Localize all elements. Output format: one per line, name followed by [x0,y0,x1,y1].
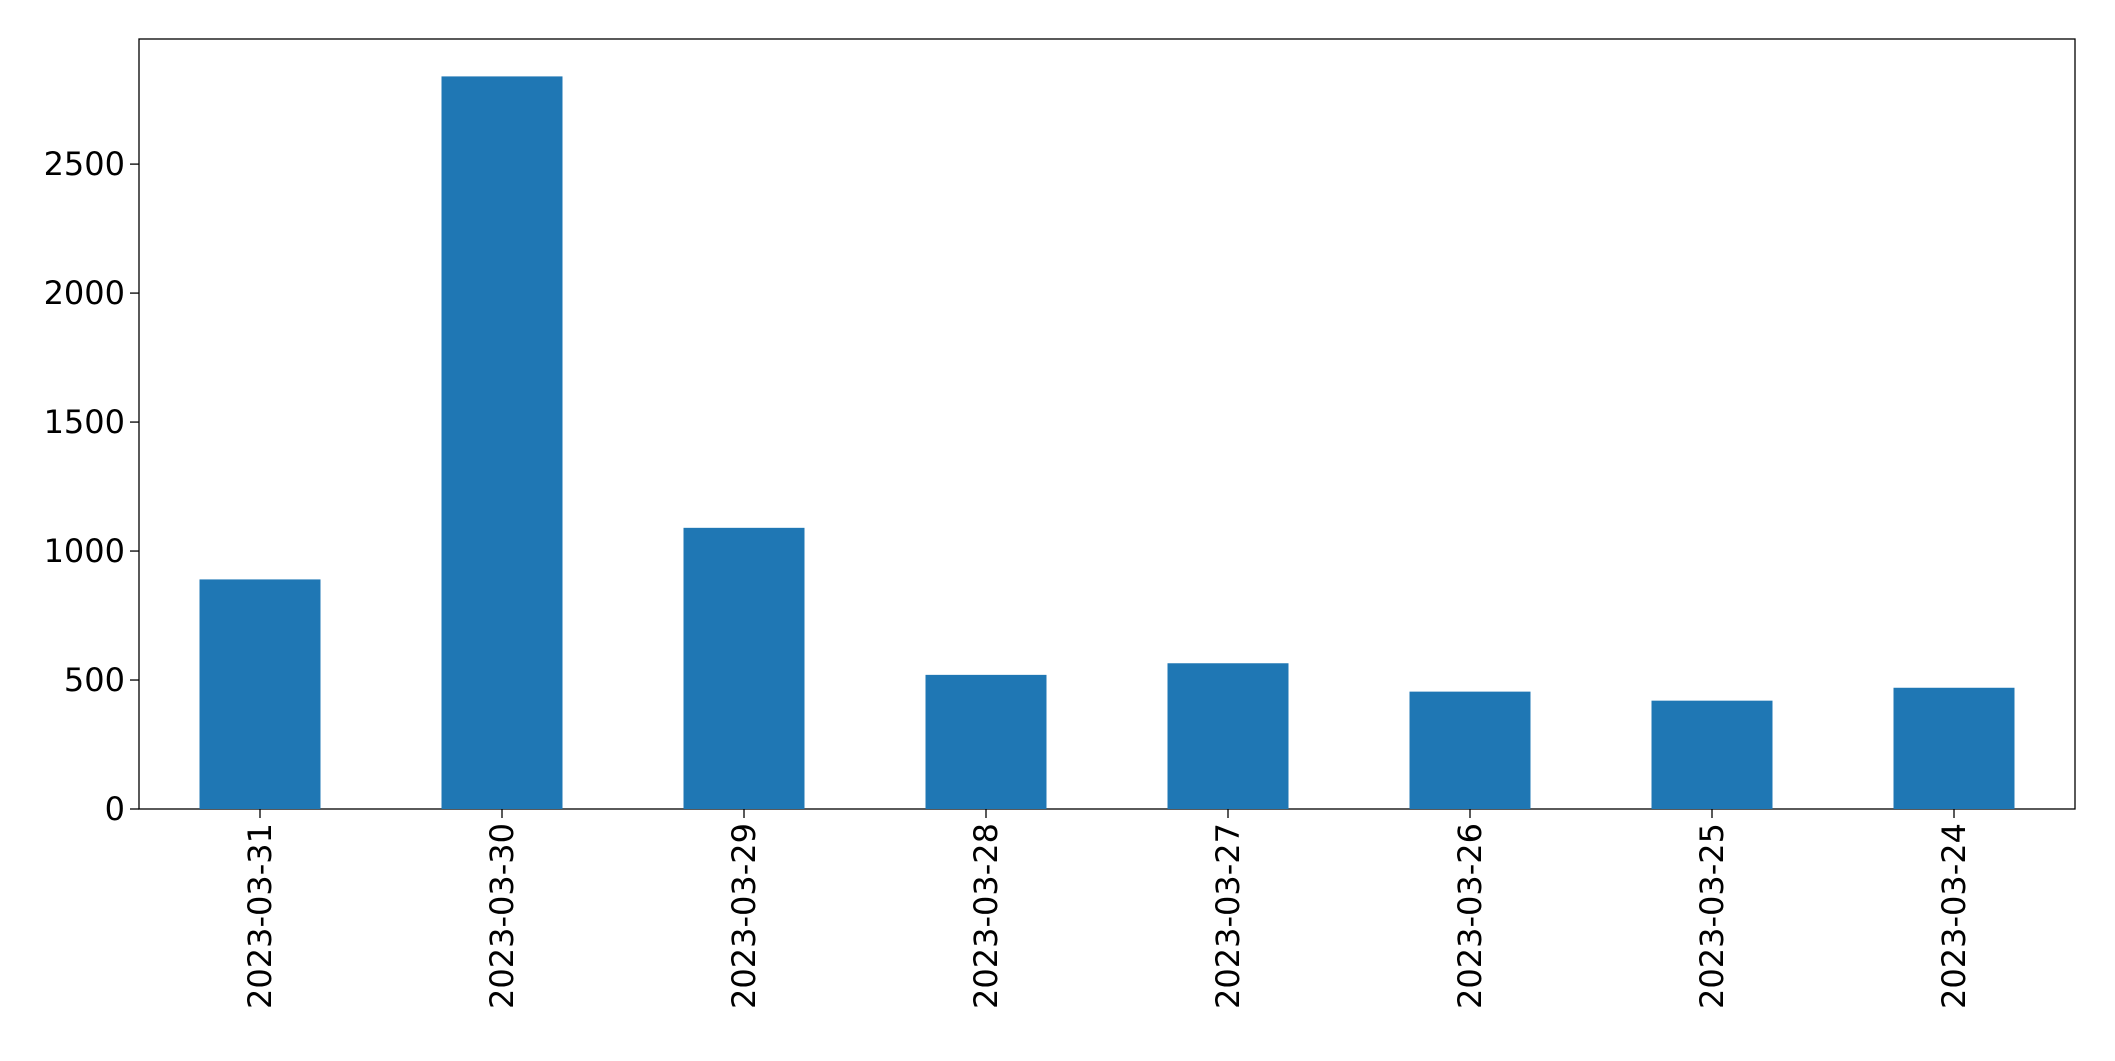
x-tick-label: 2023-03-25 [1693,823,1731,1009]
plot-frame [138,38,2076,810]
y-tick-label: 2000 [44,274,125,312]
x-tick-label: 2023-03-30 [483,823,521,1009]
bar [1651,700,1773,809]
bar [199,579,321,809]
bar [683,527,805,809]
y-tick-label: 1000 [44,532,125,570]
bar [925,674,1047,809]
bar [1167,663,1289,809]
y-tick-label: 500 [64,661,125,699]
y-tick-label: 0 [105,790,125,828]
x-tick-label: 2023-03-28 [967,823,1005,1009]
x-tick-label: 2023-03-29 [725,823,763,1009]
bar [1409,691,1531,809]
y-tick-label: 1500 [44,403,125,441]
x-tick-label: 2023-03-26 [1451,823,1489,1009]
x-tick-label: 2023-03-27 [1209,823,1247,1009]
y-tick-label: 2500 [44,145,125,183]
x-tick-label: 2023-03-24 [1935,823,1973,1009]
bar [1893,687,2015,809]
bar [441,76,563,809]
x-tick-label: 2023-03-31 [241,823,279,1009]
